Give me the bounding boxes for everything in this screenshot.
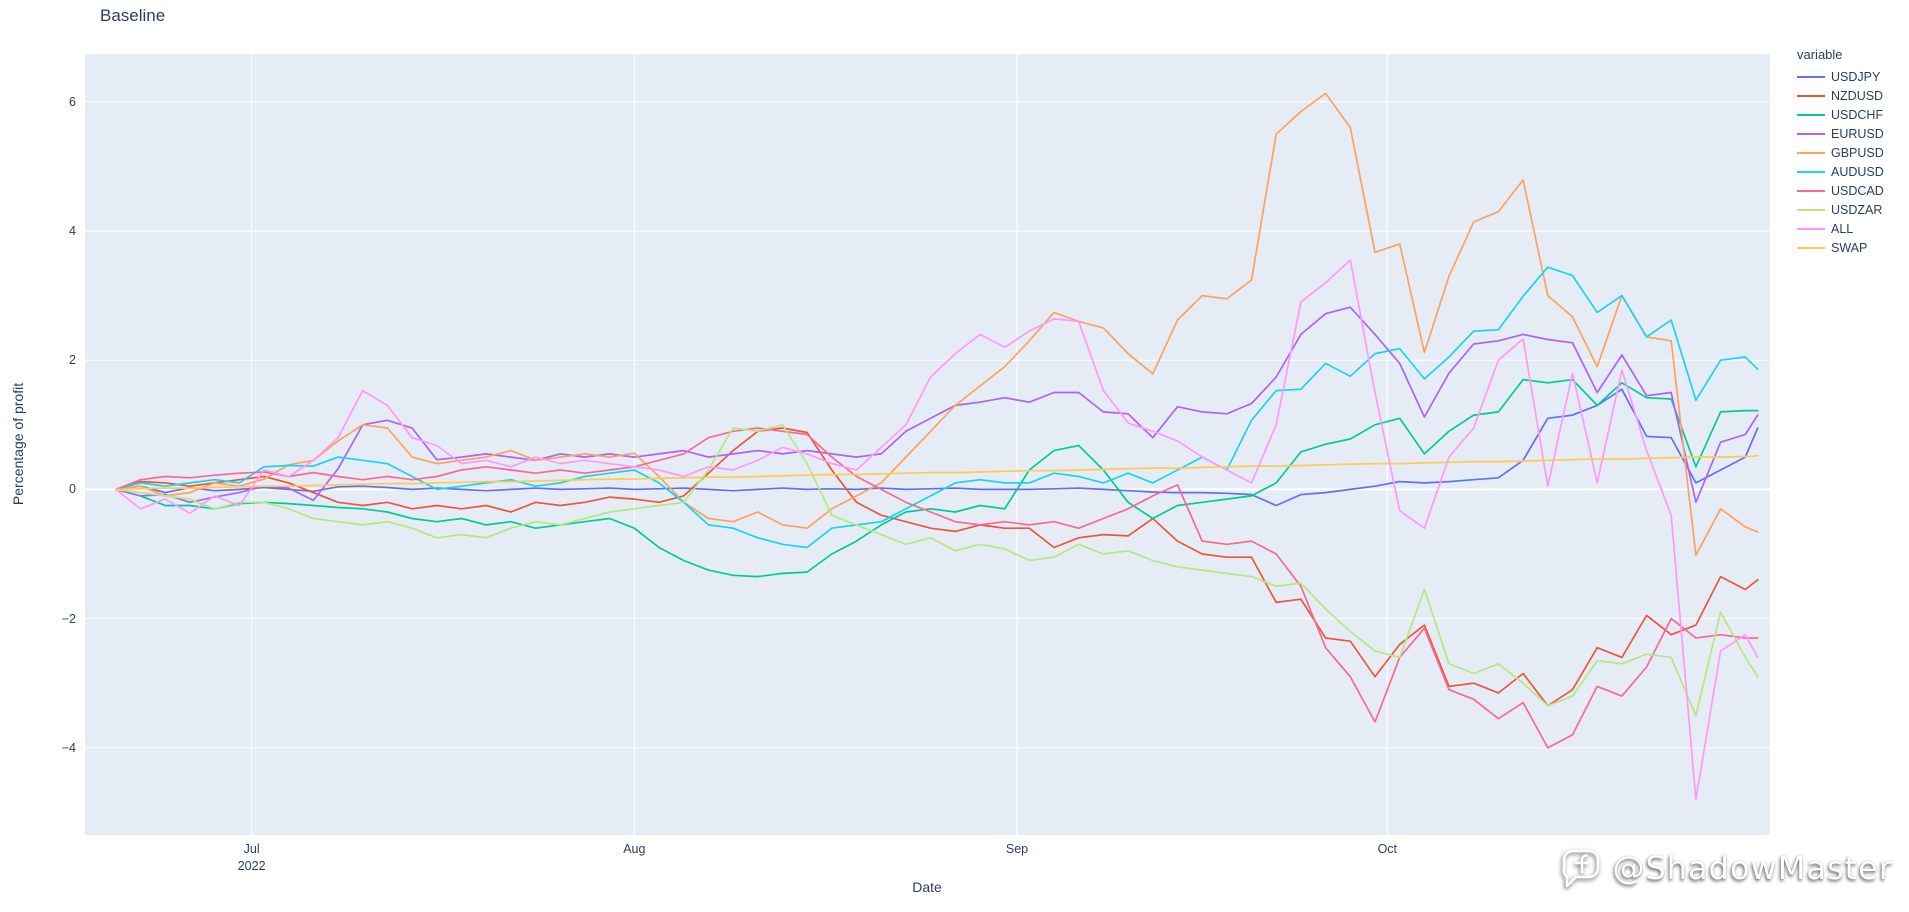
legend-item-GBPUSD[interactable]: GBPUSD xyxy=(1797,143,1907,162)
series-line-USDJPY[interactable] xyxy=(115,388,1759,507)
legend-items: USDJPY NZDUSD USDCHF EURUSD GBPUSD AUDUSD USDC… xyxy=(1797,67,1907,257)
chart-canvas[interactable] xyxy=(85,54,1770,835)
legend: variable USDJPY NZDUSD USDCHF EURUSD GBPUSD A… xyxy=(1797,47,1907,257)
legend-title: variable xyxy=(1797,47,1843,62)
legend-item-SWAP[interactable]: SWAP xyxy=(1797,238,1907,257)
series-line-SWAP[interactable] xyxy=(115,454,1759,491)
y-tick-label: 4 xyxy=(69,224,76,238)
y-tick-label: 0 xyxy=(69,482,76,497)
y-axis-title: Percentage of profit xyxy=(10,382,26,506)
series-line-ALL[interactable] xyxy=(115,259,1759,801)
y-tick-label: 6 xyxy=(69,94,76,109)
legend-item-EURUSD[interactable]: EURUSD xyxy=(1797,124,1907,143)
legend-swatch-GBPUSD xyxy=(1797,151,1825,154)
legend-label: USDCHF xyxy=(1831,107,1884,122)
series-line-AUDUSD[interactable] xyxy=(115,266,1759,549)
legend-swatch-USDCHF xyxy=(1797,113,1825,116)
legend-label: AUDUSD xyxy=(1831,164,1884,179)
x-tick-label: Oct xyxy=(1377,842,1398,856)
series-line-GBPUSD[interactable] xyxy=(115,92,1759,557)
legend-swatch-USDJPY xyxy=(1797,75,1825,78)
x-axis-title: Date xyxy=(912,879,942,895)
legend-item-USDCHF[interactable]: USDCHF xyxy=(1797,105,1907,124)
legend-swatch-EURUSD xyxy=(1797,132,1825,135)
y-tick-label: −4 xyxy=(61,740,76,755)
legend-label: USDCAD xyxy=(1831,183,1884,198)
legend-swatch-ALL xyxy=(1797,227,1825,230)
legend-label: ALL xyxy=(1831,221,1854,236)
series-line-USDCAD[interactable] xyxy=(115,427,1759,749)
x-tick-label: Sep xyxy=(1005,842,1029,856)
legend-swatch-NZDUSD xyxy=(1797,94,1825,97)
legend-label: GBPUSD xyxy=(1831,145,1884,160)
page-title: Baseline xyxy=(100,6,166,25)
legend-swatch-SWAP xyxy=(1797,246,1825,249)
series-line-NZDUSD[interactable] xyxy=(115,427,1759,707)
legend-swatch-USDCAD xyxy=(1797,189,1825,192)
legend-item-USDJPY[interactable]: USDJPY xyxy=(1797,67,1907,86)
series-line-USDZAR[interactable] xyxy=(115,423,1759,717)
legend-swatch-AUDUSD xyxy=(1797,170,1825,173)
legend-label: USDZAR xyxy=(1831,202,1883,217)
legend-item-NZDUSD[interactable]: NZDUSD xyxy=(1797,86,1907,105)
legend-item-ALL[interactable]: ALL xyxy=(1797,219,1907,238)
y-tick-label: −2 xyxy=(61,611,76,626)
watermark: @ShadowMaster xyxy=(1560,846,1893,890)
series-line-USDCHF[interactable] xyxy=(115,378,1759,578)
legend-item-AUDUSD[interactable]: AUDUSD xyxy=(1797,162,1907,181)
legend-item-USDCAD[interactable]: USDCAD xyxy=(1797,181,1907,200)
plot-area[interactable] xyxy=(85,54,1770,835)
chat-bubble-f-icon xyxy=(1562,849,1600,888)
legend-label: EURUSD xyxy=(1831,126,1884,141)
x-tick-label: Jul 2022 xyxy=(237,842,266,873)
watermark-handle: @ShadowMaster xyxy=(1612,849,1893,887)
legend-label: USDJPY xyxy=(1831,69,1881,84)
legend-label: NZDUSD xyxy=(1831,88,1884,103)
legend-swatch-USDZAR xyxy=(1797,208,1825,211)
legend-label: SWAP xyxy=(1831,240,1868,255)
y-tick-label: 2 xyxy=(69,353,76,368)
legend-item-USDZAR[interactable]: USDZAR xyxy=(1797,200,1907,219)
x-tick-label: Aug xyxy=(623,842,646,856)
series-line-EURUSD[interactable] xyxy=(115,306,1759,504)
